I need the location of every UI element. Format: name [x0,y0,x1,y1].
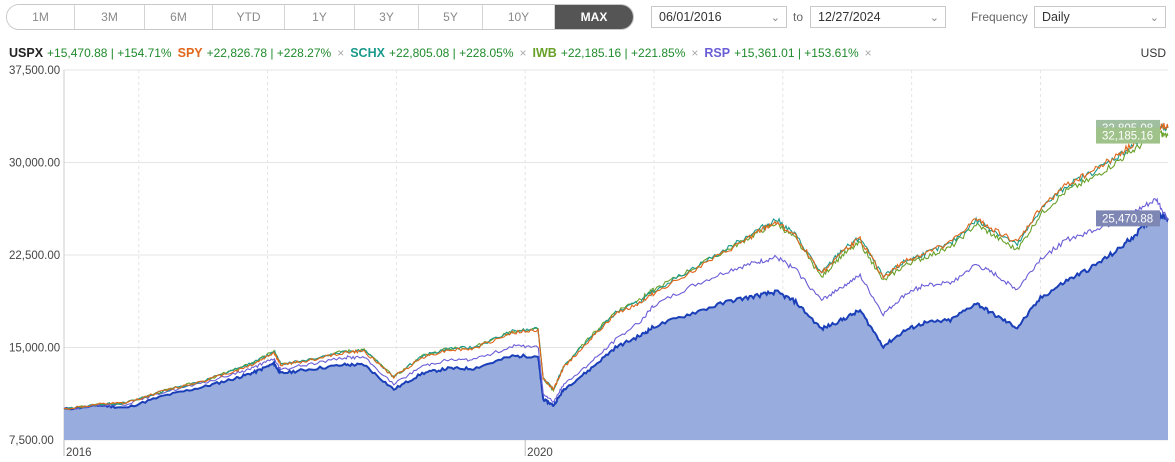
range-button-ytd[interactable]: YTD [213,5,285,29]
range-button-3m[interactable]: 3M [75,5,145,29]
chevron-down-icon: ⌄ [770,12,780,24]
range-button-1m[interactable]: 1M [7,5,75,29]
range-button-3y[interactable]: 3Y [355,5,419,29]
legend-item-schx: SCHX +22,805.08 | +228.05% × [350,46,526,60]
end-value-label: 25,470.88 [1102,213,1153,225]
end-date-select[interactable]: 12/27/2024 ⌄ [810,6,946,28]
legend-change-value: +15,361.01 | +153.61% [734,46,859,60]
y-tick-label: 30,000.00 [9,158,60,170]
range-button-5y[interactable]: 5Y [419,5,483,29]
end-value-tag [1096,210,1160,227]
frequency-select[interactable]: Daily ⌄ [1034,6,1166,28]
y-tick-label: 37,500.00 [9,65,60,77]
currency-label: USD [1140,46,1166,60]
legend-item-rsp: RSP +15,361.01 | +153.61% × [704,46,871,60]
close-icon[interactable]: × [337,46,345,60]
start-date-value: 06/01/2016 [659,10,722,24]
close-icon[interactable]: × [691,46,699,60]
time-range-selector: 1M 3M 6M YTD 1Y 3Y 5Y 10Y MAX [6,4,634,30]
range-button-6m[interactable]: 6M [145,5,213,29]
legend-ticker: USPX [9,46,44,60]
range-button-10y[interactable]: 10Y [483,5,555,29]
legend-item-spy: SPY +22,826.78 | +228.27% × [178,46,345,60]
x-tick-label: 2020 [527,447,553,459]
series-legend: USPX +15,470.88 | +154.71% SPY +22,826.78 |… [9,46,878,60]
range-button-1y[interactable]: 1Y [285,5,355,29]
legend-ticker: RSP [704,46,731,60]
legend-change-value: +15,470.88 | +154.71% [47,46,172,60]
frequency-value: Daily [1042,10,1070,24]
y-tick-label: 22,500.00 [9,250,60,262]
chevron-down-icon: ⌄ [1149,12,1159,24]
legend-item-uspx: USPX +15,470.88 | +154.71% [9,46,172,60]
series-line-spy [63,121,1169,410]
legend-ticker: SCHX [350,46,385,60]
close-icon[interactable]: × [519,46,527,60]
end-value-tag [1096,127,1160,144]
legend-change-value: +22,185.16 | +221.85% [560,46,686,60]
legend-item-iwb: IWB +22,185.16 | +221.85% × [533,46,699,60]
start-date-select[interactable]: 06/01/2016 ⌄ [651,6,787,28]
date-range-to-label: to [793,10,804,24]
legend-change-value: +22,805.08 | +228.05% [388,46,514,60]
close-icon[interactable]: × [864,46,872,60]
x-tick-label: 2016 [66,447,92,459]
range-button-max[interactable]: MAX [555,5,633,29]
chevron-down-icon: ⌄ [929,12,939,24]
series-area-uspx [64,213,1168,440]
end-date-value: 12/27/2024 [818,10,881,24]
y-tick-label: 15,000.00 [9,343,60,355]
series-line-rsp [63,197,1169,411]
y-tick-label: 7,500.00 [9,435,54,447]
legend-change-value: +22,826.78 | +228.27% [206,46,332,60]
series-line-uspx [63,211,1169,411]
frequency-label: Frequency [971,10,1028,24]
legend-ticker: IWB [532,46,557,60]
legend-ticker: SPY [177,46,203,60]
end-value-label: 32,185.16 [1102,131,1153,143]
